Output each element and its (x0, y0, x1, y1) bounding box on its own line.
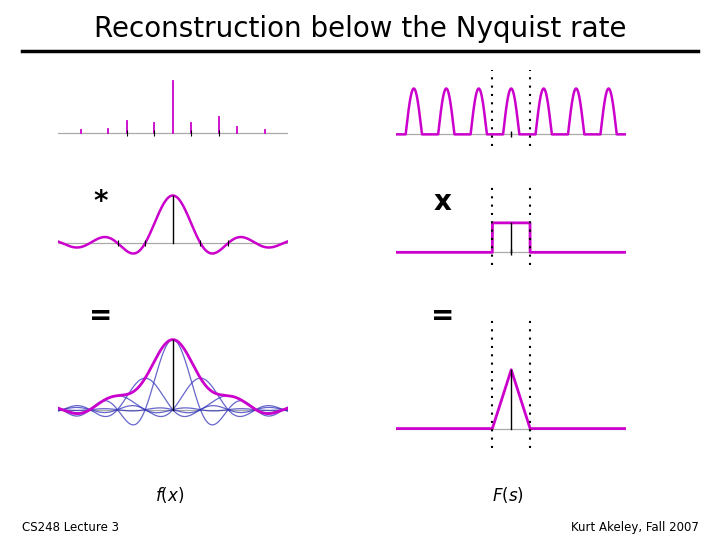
Text: *: * (94, 188, 108, 217)
Text: CS248 Lecture 3: CS248 Lecture 3 (22, 521, 119, 534)
Text: $f(x)$: $f(x)$ (155, 485, 184, 505)
Text: Reconstruction below the Nyquist rate: Reconstruction below the Nyquist rate (94, 15, 626, 43)
Text: Kurt Akeley, Fall 2007: Kurt Akeley, Fall 2007 (570, 521, 698, 534)
Text: =: = (431, 302, 454, 330)
Text: $F(s)$: $F(s)$ (492, 485, 523, 505)
Text: =: = (89, 302, 112, 330)
Text: x: x (434, 188, 451, 217)
